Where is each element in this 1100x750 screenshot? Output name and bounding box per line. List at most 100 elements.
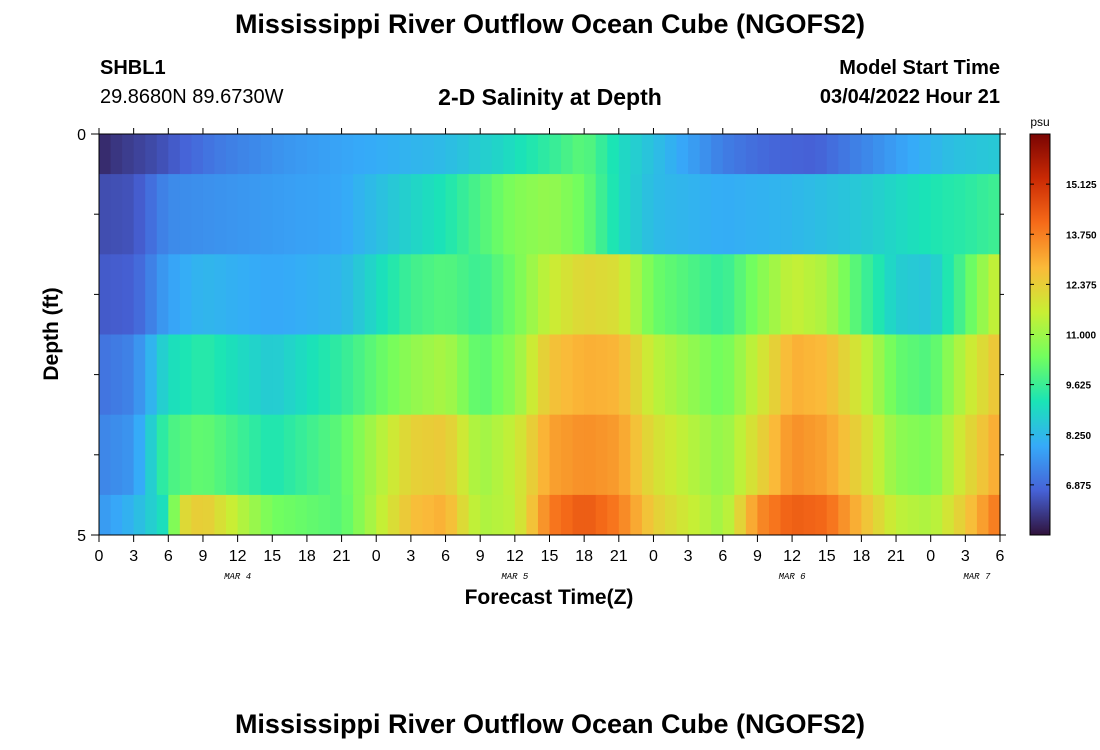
- heatmap-cell: [237, 174, 250, 255]
- heatmap-cell: [353, 334, 366, 416]
- heatmap-cell: [607, 414, 620, 496]
- heatmap-cell: [618, 494, 631, 536]
- heatmap-cell: [722, 414, 735, 496]
- heatmap-cell: [318, 494, 331, 536]
- heatmap-cell: [387, 254, 400, 335]
- date-label: MAR 4: [224, 572, 251, 582]
- heatmap-cell: [607, 174, 620, 255]
- heatmap-cell: [618, 174, 631, 255]
- heatmap-cell: [480, 254, 493, 335]
- heatmap-cell: [953, 254, 966, 335]
- heatmap-cell: [422, 494, 435, 536]
- heatmap-cell: [272, 174, 285, 255]
- heatmap-cell: [676, 174, 689, 255]
- heatmap-cell: [410, 494, 424, 536]
- heatmap-cell: [387, 414, 400, 496]
- heatmap-cell: [133, 134, 146, 175]
- x-tick-label: 6: [996, 548, 1005, 565]
- heatmap-cell: [537, 254, 551, 335]
- heatmap-cell: [156, 334, 169, 416]
- x-tick-label: 0: [372, 548, 381, 565]
- heatmap-cell: [226, 134, 239, 175]
- heatmap-cell: [549, 494, 562, 536]
- heatmap-cell: [156, 494, 169, 536]
- heatmap-cell: [780, 254, 793, 335]
- heatmap-cell: [272, 494, 285, 536]
- heatmap-cell: [803, 174, 816, 255]
- heatmap-cell: [295, 334, 308, 416]
- heatmap-cell: [919, 334, 932, 416]
- heatmap-cell: [237, 134, 250, 175]
- heatmap-cell: [445, 174, 458, 255]
- heatmap-cell: [618, 134, 631, 175]
- heatmap-cell: [699, 334, 712, 416]
- x-tick-label: 15: [263, 548, 281, 565]
- heatmap-cell: [99, 174, 112, 255]
- heatmap-cell: [306, 254, 320, 335]
- heatmap-cell: [607, 334, 620, 416]
- heatmap-cell: [179, 414, 193, 496]
- heatmap-cell: [168, 134, 181, 175]
- heatmap-cell: [283, 414, 296, 496]
- heatmap-cell: [133, 254, 146, 335]
- heatmap-cell: [191, 494, 204, 536]
- heatmap-cell: [457, 494, 470, 536]
- heatmap-cell: [110, 254, 123, 335]
- x-tick-label: 21: [887, 548, 905, 565]
- heatmap-cell: [780, 414, 793, 496]
- date-label: MAR 5: [501, 572, 529, 582]
- heatmap-cell: [260, 494, 273, 536]
- x-tick-label: 6: [441, 548, 450, 565]
- heatmap-cell: [861, 254, 874, 335]
- heatmap-cell: [99, 134, 112, 175]
- heatmap-cell: [549, 174, 562, 255]
- heatmap-cell: [122, 494, 135, 536]
- heatmap-cell: [907, 254, 920, 335]
- heatmap-cell: [976, 494, 990, 536]
- date-label: MAR 6: [779, 572, 807, 582]
- heatmap-cell: [618, 334, 631, 416]
- heatmap-cell: [468, 174, 481, 255]
- heatmap-cell: [410, 254, 424, 335]
- colorbar-tick-label: 8.250: [1066, 431, 1091, 442]
- heatmap-cell: [849, 134, 862, 175]
- x-tick-label: 18: [852, 548, 870, 565]
- heatmap-cell: [595, 494, 608, 536]
- heatmap-cell: [503, 174, 516, 255]
- heatmap-cell: [688, 254, 701, 335]
- heatmap-cell: [191, 134, 204, 175]
- heatmap-cell: [214, 414, 227, 496]
- x-tick-label: 9: [476, 548, 485, 565]
- heatmap-cell: [745, 134, 759, 175]
- heatmap-cell: [584, 134, 597, 175]
- heatmap-cell: [953, 134, 966, 175]
- heatmap-cell: [630, 254, 643, 335]
- heatmap-cell: [318, 414, 331, 496]
- heatmap-cell: [607, 494, 620, 536]
- heatmap-cell: [457, 254, 470, 335]
- heatmap-cell: [260, 414, 273, 496]
- heatmap-cell: [526, 254, 539, 335]
- heatmap-cell: [99, 414, 112, 496]
- heatmap-cell: [364, 134, 377, 175]
- heatmap-cell: [376, 494, 389, 536]
- heatmap-cell: [122, 134, 135, 175]
- heatmap-cell: [202, 174, 216, 255]
- heatmap-cell: [145, 334, 158, 416]
- heatmap-cell: [676, 334, 689, 416]
- heatmap-cell: [988, 174, 1001, 255]
- heatmap-cell: [641, 414, 655, 496]
- heatmap-cell: [849, 494, 862, 536]
- heatmap-cell: [734, 334, 747, 416]
- heatmap-cell: [688, 134, 701, 175]
- heatmap-cell: [341, 254, 354, 335]
- heatmap-cell: [653, 174, 666, 255]
- heatmap-cell: [433, 134, 447, 175]
- colorbar-ticks: 6.875 8.250 9.625 11.000 12.375 13.750 15.125: [1030, 180, 1097, 492]
- heatmap-cell: [445, 254, 458, 335]
- heatmap-cell: [665, 174, 678, 255]
- heatmap-cell: [249, 414, 262, 496]
- heatmap-cell: [214, 334, 227, 416]
- heatmap-cell: [815, 134, 828, 175]
- heatmap-cell: [526, 174, 539, 255]
